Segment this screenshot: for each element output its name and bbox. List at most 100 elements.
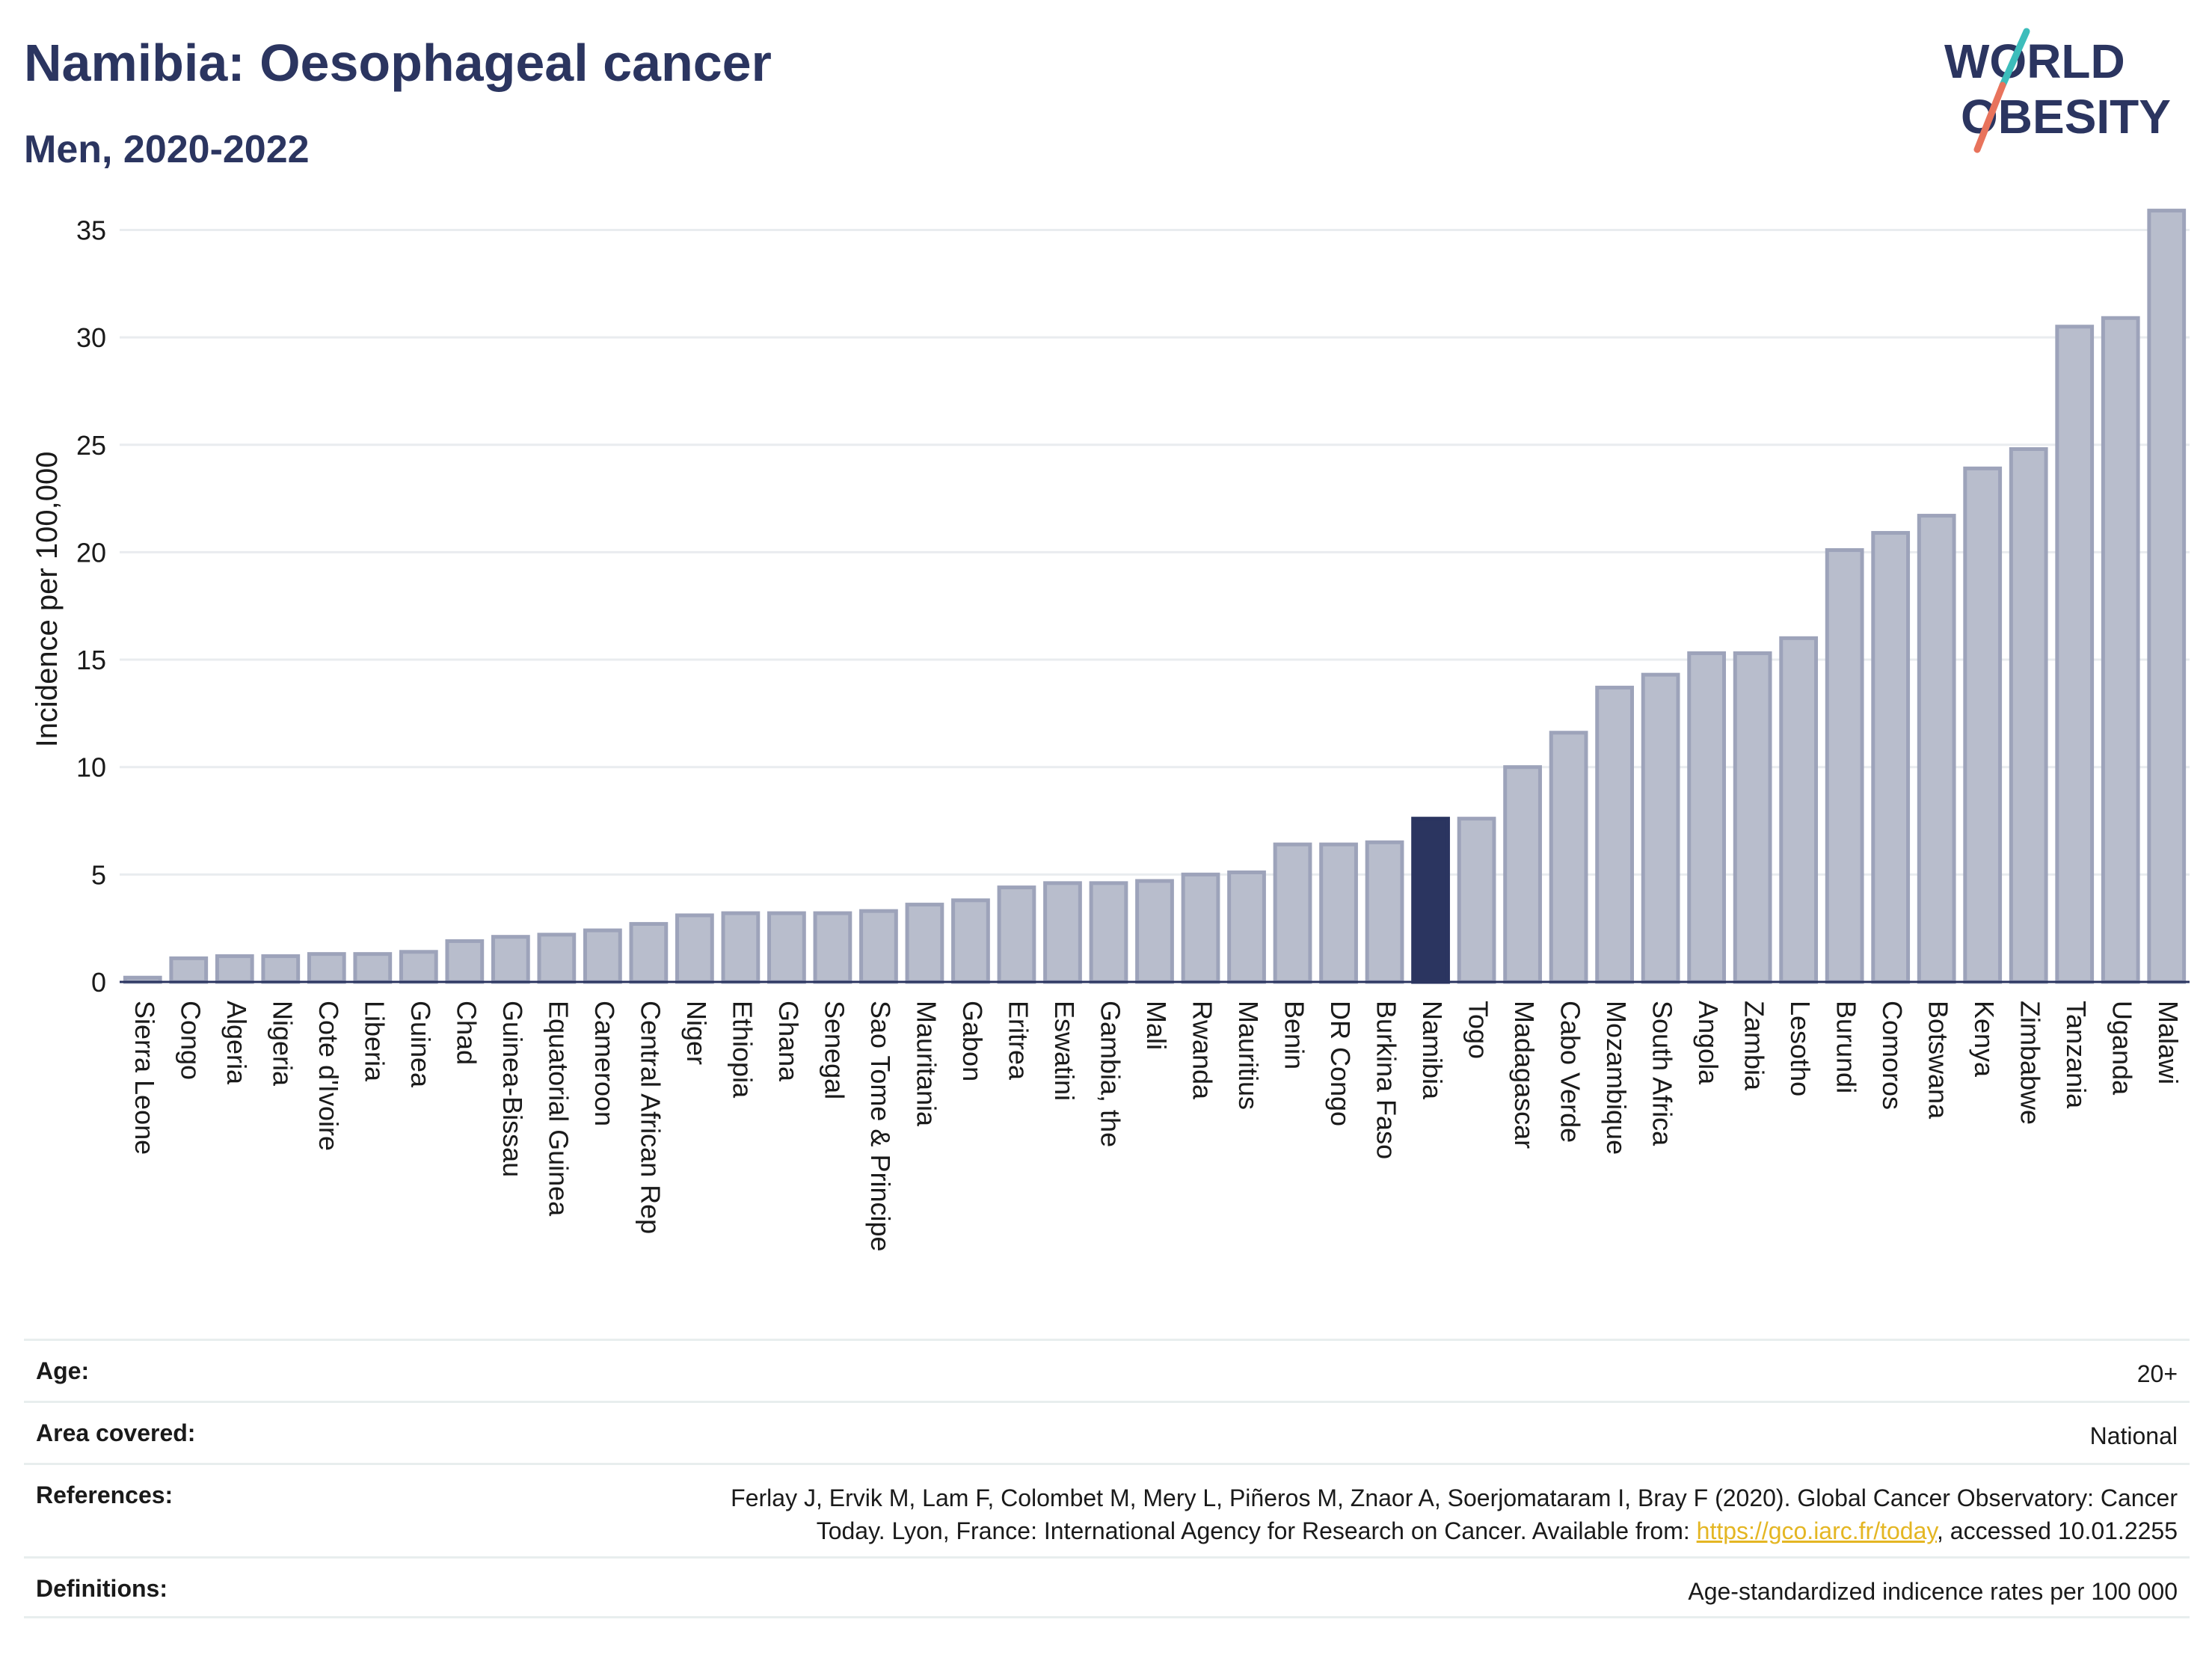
references-value: Ferlay J, Ervik M, Lam F, Colombet M, Me… [731,1481,2178,1547]
x-tick-label: Algeria [221,1001,252,1085]
x-tick-label: Niger [681,1001,712,1065]
logo-slash-bottom [1973,82,2006,153]
bar-togo [1457,817,1496,984]
x-tick-label: Lesotho [1785,1001,1816,1096]
bar-mauritius [1227,870,1266,984]
bar-congo [169,956,209,984]
chart-subtitle: Men, 2020-2022 [24,128,310,171]
bar-angola [1687,651,1727,984]
x-tick-label: Zimbabwe [2015,1001,2046,1125]
bar-burundi [1825,548,1864,984]
x-tick-label: South Africa [1647,1001,1678,1146]
bar-cote-d-ivoire [307,952,346,984]
x-tick-label: Senegal [819,1001,850,1099]
bar-lesotho [1779,636,1819,984]
bar-uganda [2101,316,2140,984]
bar-rwanda [1181,872,1220,984]
bar-ghana [767,911,806,984]
y-tick-label: 25 [76,430,106,461]
x-tick-label: Tanzania [2061,1001,2092,1109]
references-line2: Today. Lyon, France: International Agenc… [816,1517,1697,1544]
x-tick-label: Mozambique [1601,1001,1632,1155]
bar-dr-congo [1319,842,1358,984]
bar-eswatini [1043,881,1082,984]
age-label: Age: [36,1357,90,1384]
bar-kenya [1963,466,2003,984]
x-tick-label: Equatorial Guinea [543,1001,574,1217]
references-line1: Ferlay J, Ervik M, Lam F, Colombet M, Me… [731,1484,2178,1511]
details-row-area: Area covered: National [24,1401,2190,1463]
bar-niger [675,913,714,984]
logo-slash-top [1999,28,2030,89]
age-value: 20+ [2136,1360,2178,1387]
x-tick-label: Gabon [957,1001,988,1081]
bar-malawi [2147,209,2187,984]
bar-eritrea [997,885,1036,984]
bar-zambia [1733,651,1772,984]
x-tick-label: Zambia [1739,1001,1770,1091]
x-tick-label: DR Congo [1325,1001,1356,1126]
bar-equatorial-guinea [537,933,577,984]
x-tick-label: Burundi [1831,1001,1862,1093]
x-tick-label: Mali [1141,1001,1172,1050]
y-tick-label: 15 [76,645,106,675]
details-row-age: Age: 20+ [24,1339,2190,1401]
bar-zimbabwe [2009,447,2048,984]
world-obesity-logo: WORLD OBESITY [1944,28,2171,153]
x-tick-label: Guinea-Bissau [497,1001,528,1177]
y-tick-labels: 0 5 10 15 20 25 30 35 [76,215,106,998]
references-accessed: , accessed 10.01.2255 [1936,1517,2178,1544]
logo-line1: WORLD [1944,34,2125,88]
y-tick-label: 20 [76,537,106,568]
area-covered-value: National [2089,1422,2178,1449]
bar-comoros [1871,531,1911,984]
bar-mali [1135,879,1174,984]
x-tick-label: Ghana [773,1001,804,1082]
bar-central-african-rep [629,921,669,984]
x-tick-label: Namibia [1417,1001,1448,1100]
bar-guinea [399,950,438,984]
x-tick-label: Comoros [1877,1001,1908,1110]
details-table: Age: 20+ Area covered: National Referenc… [24,1339,2190,1618]
definitions-label: Definitions: [36,1575,168,1602]
bar-cameroon [583,928,622,984]
bar-mozambique [1595,685,1634,984]
bar-chart: 0 5 10 15 20 25 30 35 Sierra Leone Congo Algeria N… [31,209,2190,1252]
bar-namibia [1411,817,1450,984]
bar-chad [445,939,485,984]
references-link[interactable]: https://gco.iarc.fr/today [1696,1517,1937,1544]
x-tick-label: Mauritius [1233,1001,1264,1110]
x-tick-label: Sierra Leone [129,1001,160,1155]
x-tick-label: Gambia, the [1095,1001,1125,1147]
references-label: References: [36,1481,173,1508]
x-tick-label: Eswatini [1049,1001,1080,1101]
bar-guinea-bissau [491,935,530,984]
bar-burkina-faso [1365,840,1404,984]
bar-madagascar [1503,765,1542,984]
x-tick-label: Angola [1693,1001,1724,1085]
x-tick-label: Cote d'Ivoire [313,1001,344,1151]
y-tick-label: 5 [91,859,106,890]
bar-gabon [951,898,990,984]
x-tick-label: Kenya [1969,1001,2000,1078]
y-tick-label: 30 [76,322,106,353]
x-tick-label: Guinea [405,1001,436,1088]
y-tick-label: 0 [91,967,106,998]
x-tick-label: Eritrea [1003,1001,1033,1081]
details-row-definitions: Definitions: Age-standardized indicence … [24,1556,2190,1618]
x-tick-label: Liberia [359,1001,390,1082]
y-tick-label: 10 [76,752,106,783]
bar-cabo-verde [1549,731,1588,984]
x-tick-label: Cameroon [589,1001,620,1126]
bar-algeria [215,954,254,984]
x-tick-label: Rwanda [1188,1001,1218,1100]
chart-title: Namibia: Oesophageal cancer [24,34,772,92]
bar-liberia [353,952,393,984]
x-tick-label: Madagascar [1509,1001,1540,1149]
x-tick-label: Benin [1279,1001,1310,1069]
bar-gambia-the [1089,881,1128,984]
bar-tanzania [2055,325,2095,984]
y-tick-label: 35 [76,215,106,245]
x-tick-label: Ethiopia [727,1001,758,1099]
x-tick-label: Central African Rep [635,1001,666,1234]
